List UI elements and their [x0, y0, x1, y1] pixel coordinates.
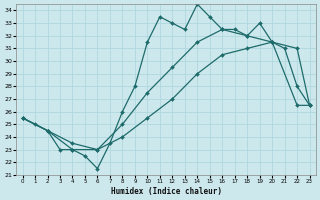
X-axis label: Humidex (Indice chaleur): Humidex (Indice chaleur): [111, 187, 221, 196]
